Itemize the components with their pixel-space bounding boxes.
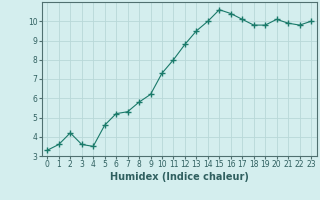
X-axis label: Humidex (Indice chaleur): Humidex (Indice chaleur) — [110, 172, 249, 182]
